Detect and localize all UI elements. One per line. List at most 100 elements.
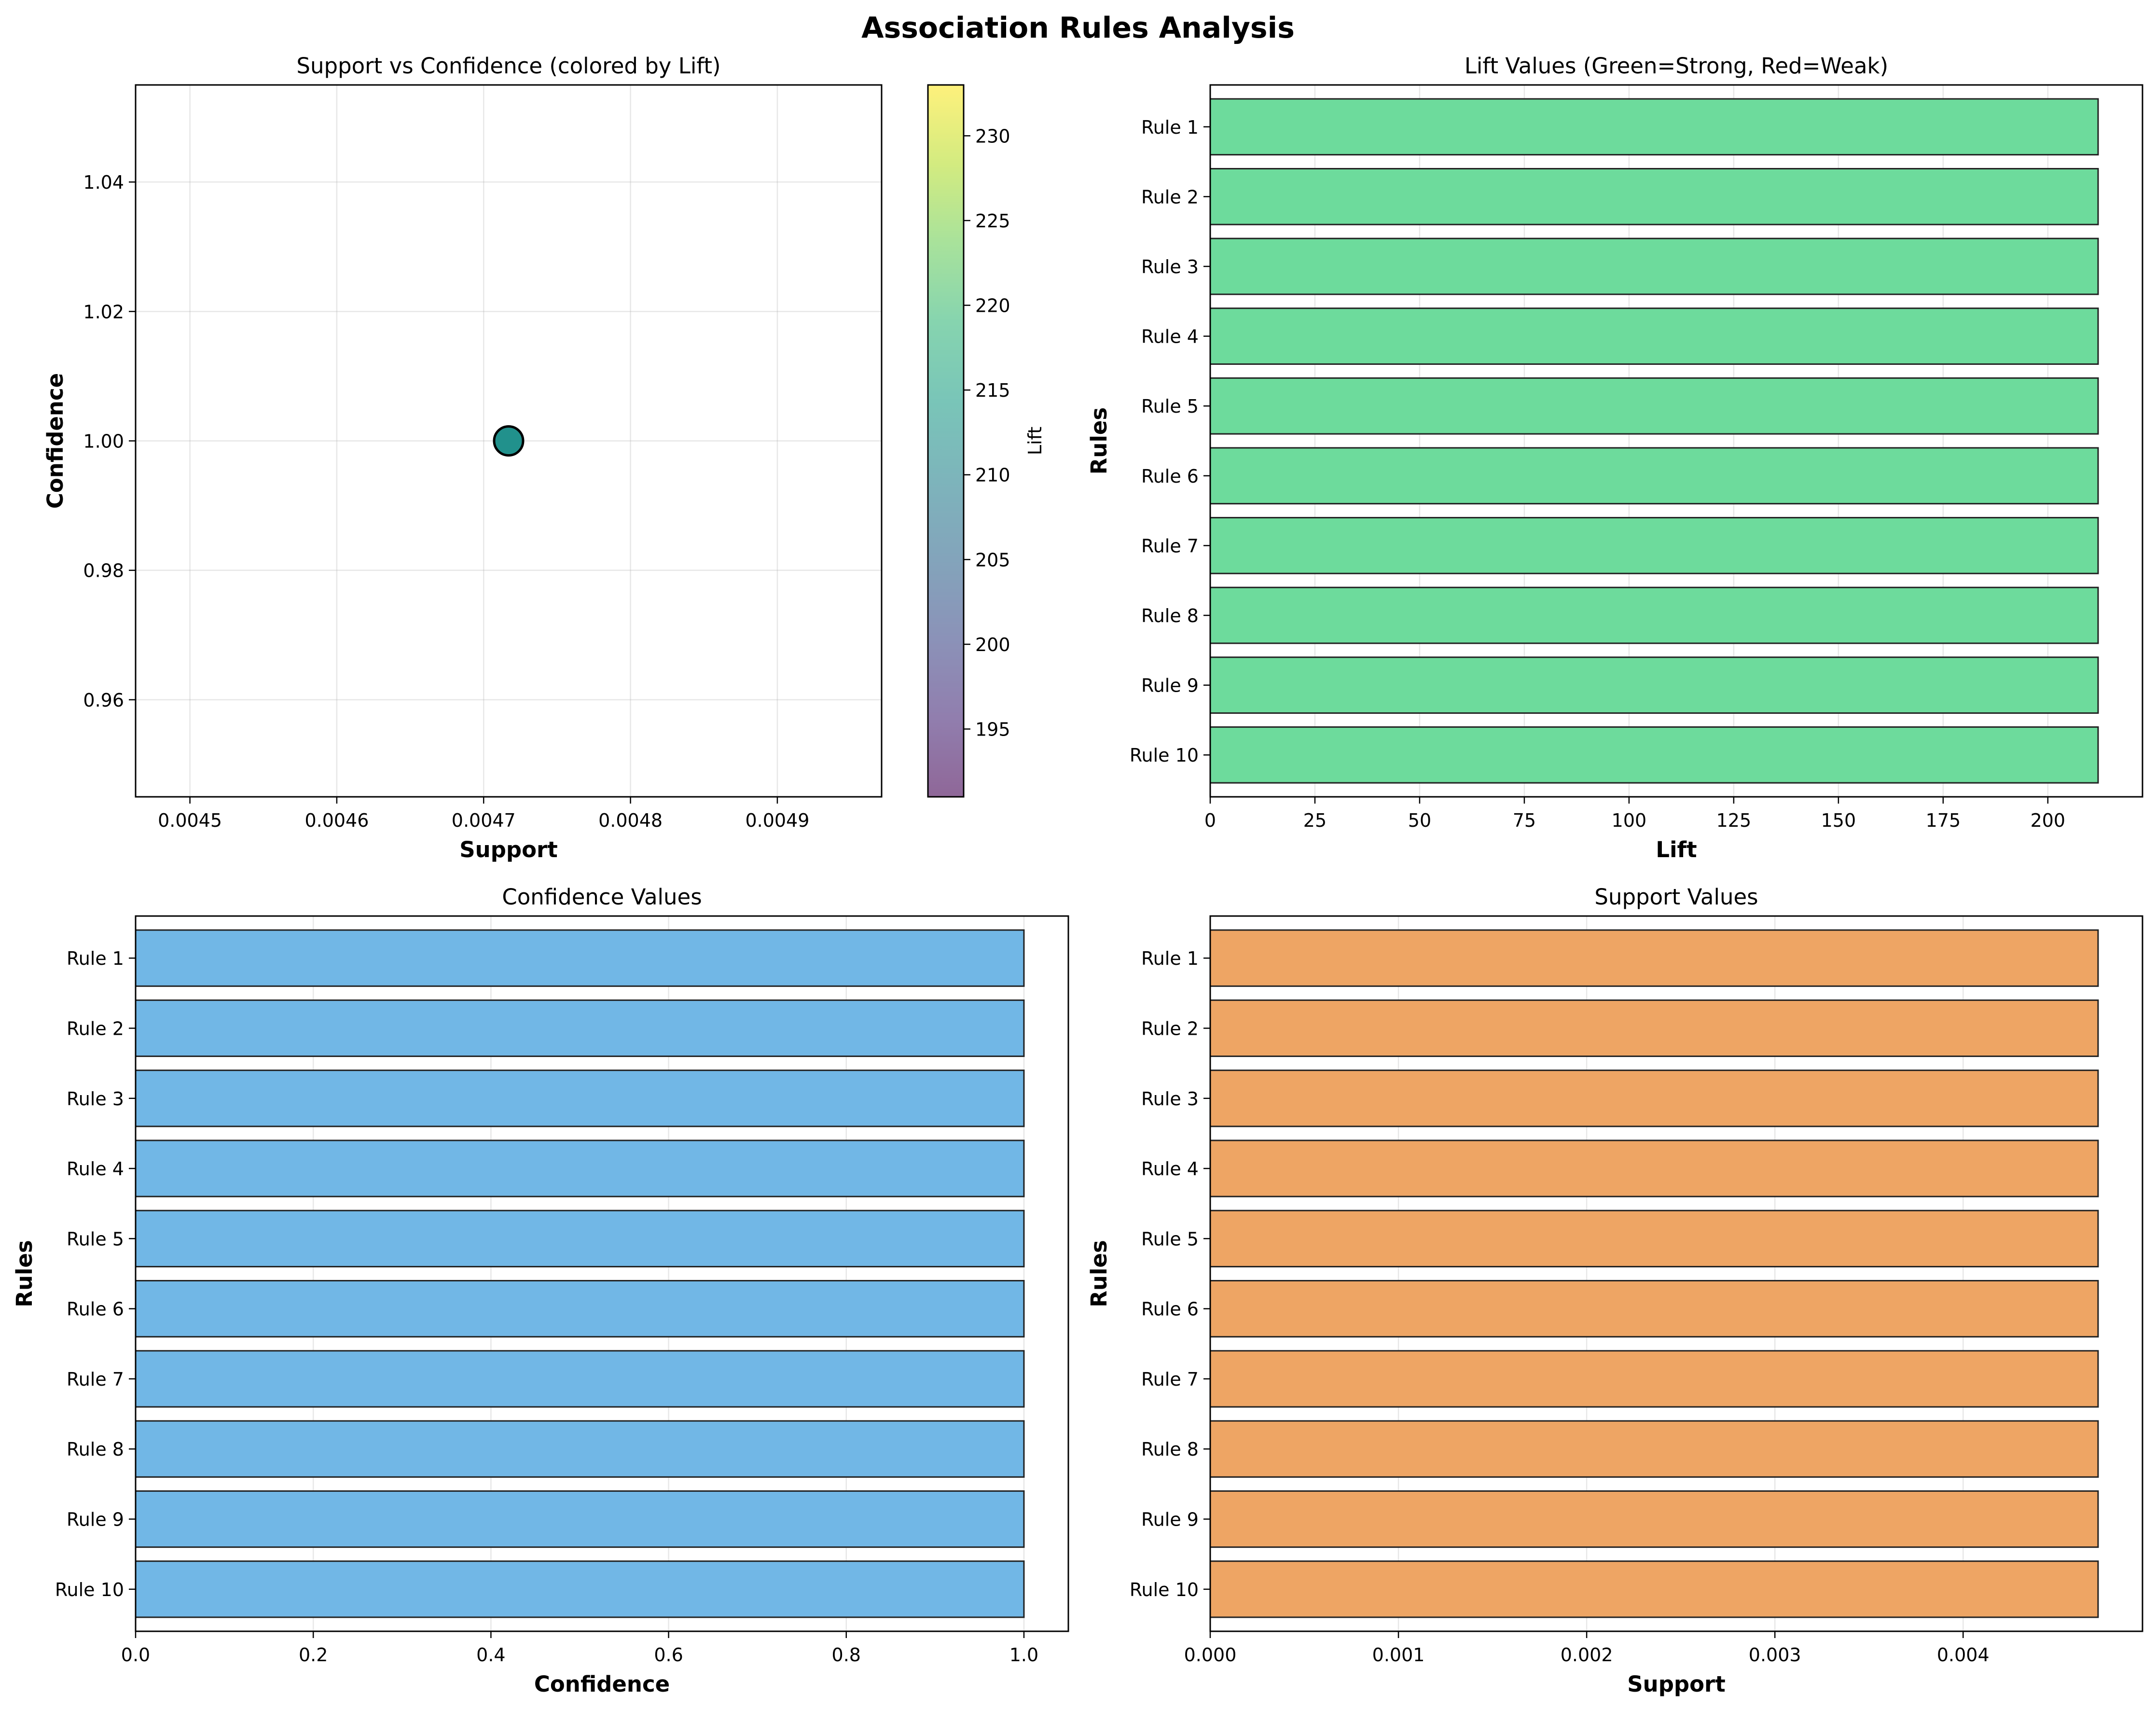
colorbar — [928, 85, 964, 797]
scatter-point — [493, 425, 525, 457]
rule-label: Rule 2 — [67, 1018, 124, 1039]
rule-label: Rule 8 — [67, 1439, 124, 1460]
colorbar-tick-label: 220 — [975, 295, 1010, 317]
rule-label: Rule 4 — [1141, 1158, 1199, 1180]
rule-label: Rule 10 — [55, 1579, 124, 1600]
x-tick-label: 150 — [1821, 810, 1856, 831]
rule-bar — [1209, 656, 2099, 714]
colorbar-tick-label: 205 — [975, 549, 1010, 570]
colorbar-label: Lift — [1024, 427, 1046, 455]
x-tick-label: 125 — [1716, 810, 1752, 831]
x-tick-label: 0.0046 — [304, 810, 369, 831]
x-tick-label: 0.001 — [1372, 1644, 1425, 1666]
x-tick-label: 0.4 — [476, 1644, 505, 1666]
rule-bar — [1209, 999, 2099, 1057]
rule-label: Rule 2 — [1141, 1018, 1199, 1039]
rule-bar — [1209, 168, 2099, 225]
rule-bar — [1209, 586, 2099, 644]
y-tick-label: 1.02 — [83, 301, 124, 322]
rule-label: Rule 9 — [1141, 1509, 1199, 1530]
rule-label: Rule 10 — [1130, 745, 1199, 766]
rule-label: Rule 4 — [1141, 326, 1199, 347]
rule-bar — [1209, 237, 2099, 295]
rule-label: Rule 8 — [1141, 605, 1199, 626]
rule-label: Rule 9 — [67, 1509, 124, 1530]
rule-bar — [135, 1490, 1025, 1548]
panel-title: Confidence Values — [502, 884, 702, 910]
rule-bar — [135, 1420, 1025, 1478]
x-tick-label: 0.6 — [654, 1644, 683, 1666]
x-tick-label: 50 — [1408, 810, 1431, 831]
x-tick-label: 0.2 — [299, 1644, 328, 1666]
rule-label: Rule 2 — [1141, 186, 1199, 208]
support-confidence-scatter-panel: 0.0045 0.0046 0.0047 0.0048 0.0049 0.96 0.98 1.… — [42, 53, 1046, 862]
y-tick-label: 0.96 — [83, 690, 124, 711]
rule-bar — [1209, 929, 2099, 987]
rule-label: Rule 7 — [1141, 535, 1199, 556]
figure-title: Association Rules Analysis — [861, 11, 1295, 45]
rule-label: Rule 6 — [1141, 1299, 1199, 1320]
colorbar-tick-label: 225 — [975, 210, 1010, 232]
y-axis-label: Rules — [1086, 407, 1112, 474]
rule-label: Rule 1 — [1141, 117, 1199, 138]
rule-label: Rule 6 — [1141, 466, 1199, 487]
x-tick-label: 0 — [1204, 810, 1216, 831]
rule-bar — [1209, 1070, 2099, 1127]
rule-bar — [1209, 1350, 2099, 1408]
rule-label: Rule 3 — [1141, 1088, 1199, 1110]
rule-bar — [1209, 1209, 2099, 1267]
rule-bar — [1209, 1490, 2099, 1548]
colorbar-tick-label: 210 — [975, 465, 1010, 486]
x-tick-label: 0.8 — [832, 1644, 861, 1666]
rule-label: Rule 1 — [67, 948, 124, 969]
rule-label: Rule 3 — [1141, 256, 1199, 278]
rule-bar — [135, 999, 1025, 1057]
rule-bar — [1209, 1560, 2099, 1618]
x-tick-label: 0.0045 — [158, 810, 222, 831]
rule-label: Rule 7 — [67, 1369, 124, 1390]
y-tick-label: 0.98 — [83, 560, 124, 582]
rule-label: Rule 6 — [67, 1299, 124, 1320]
rule-bar — [1209, 726, 2099, 784]
rule-bar — [1209, 98, 2099, 156]
plot-frame — [1209, 915, 2143, 1632]
x-tick-label: 0.0048 — [598, 810, 663, 831]
rule-label: Rule 3 — [67, 1088, 124, 1110]
rule-bar — [135, 1350, 1025, 1408]
x-tick-label: 0.002 — [1561, 1644, 1613, 1666]
x-tick-label: 0.004 — [1937, 1644, 1990, 1666]
rule-bar — [135, 1209, 1025, 1267]
x-tick-label: 0.003 — [1749, 1644, 1801, 1666]
lift-values-bar-panel: Rule 1 Rule 2 Rule 3 Rule 4 Rule 5 Rule 6 Rule… — [1086, 53, 2143, 862]
x-axis-label: Confidence — [534, 1671, 670, 1697]
y-axis-label: Rules — [12, 1240, 37, 1307]
confidence-values-bar-panel: Rule 1 Rule 2 Rule 3 Rule 4 Rule 5 Rule 6 Rule… — [12, 884, 1069, 1697]
colorbar-tick-label: 230 — [975, 125, 1010, 147]
panel-title: Lift Values (Green=Strong, Red=Weak) — [1465, 53, 1888, 79]
rule-label: Rule 7 — [1141, 1369, 1199, 1390]
colorbar-tick-label: 195 — [975, 719, 1010, 740]
x-axis-label: Support — [1627, 1671, 1726, 1697]
rule-bar — [1209, 517, 2099, 574]
rule-bar — [1209, 1420, 2099, 1478]
scatter-title: Support vs Confidence (colored by Lift) — [296, 53, 720, 79]
rule-bar — [135, 1560, 1025, 1618]
rule-label: Rule 5 — [1141, 1228, 1199, 1250]
rule-bar — [135, 1280, 1025, 1338]
x-tick-label: 0.000 — [1184, 1644, 1237, 1666]
y-axis-label: Confidence — [42, 373, 68, 509]
x-tick-label: 0.0049 — [745, 810, 809, 831]
rule-label: Rule 4 — [67, 1158, 124, 1180]
rule-label: Rule 9 — [1141, 675, 1199, 696]
x-tick-label: 100 — [1612, 810, 1647, 831]
rule-bar — [135, 929, 1025, 987]
panel-title: Support Values — [1594, 884, 1758, 910]
rule-label: Rule 8 — [1141, 1439, 1199, 1460]
rule-label: Rule 1 — [1141, 948, 1199, 969]
colorbar-tick-label: 200 — [975, 634, 1010, 655]
rule-bar — [1209, 307, 2099, 365]
x-tick-label: 175 — [1926, 810, 1961, 831]
x-tick-label: 75 — [1513, 810, 1536, 831]
x-tick-label: 0.0047 — [452, 810, 516, 831]
